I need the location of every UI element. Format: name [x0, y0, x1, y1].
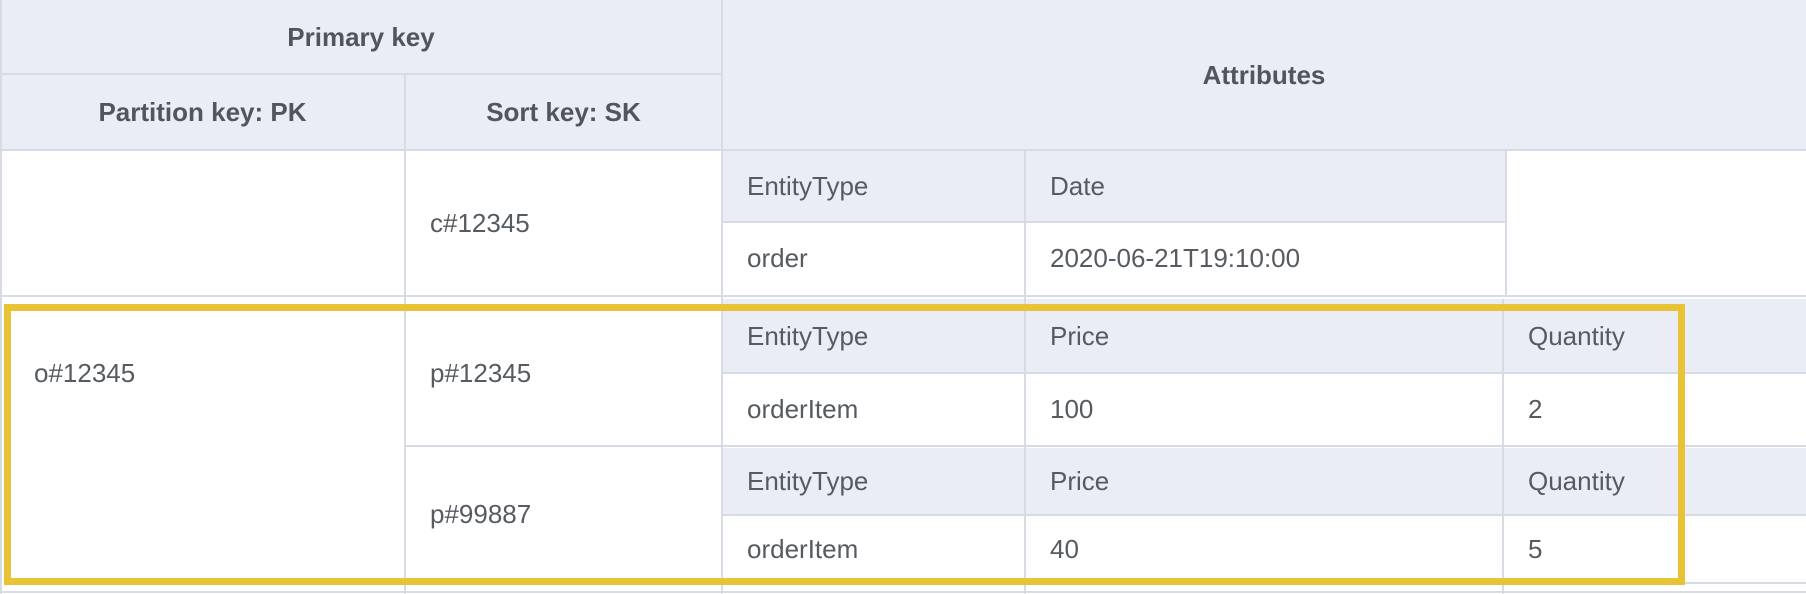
sort-key-header-bg — [405, 74, 722, 150]
attr-subheader-bg-row2a — [722, 299, 1806, 373]
sort-key-cell: p#99887 — [430, 499, 532, 529]
divider — [0, 73, 722, 75]
primary-key-header: Primary key — [287, 21, 435, 52]
sort-key-header: Sort key: SK — [486, 96, 641, 127]
sort-key-cell: c#12345 — [430, 207, 530, 238]
divider — [0, 295, 1806, 297]
partition-key-header-bg — [0, 74, 405, 150]
attr-value-cell: orderItem — [747, 534, 859, 564]
attr-value-cell: order — [747, 243, 808, 273]
divider — [722, 221, 1506, 223]
divider — [0, 591, 1806, 593]
attr-header-cell: Quantity — [1528, 320, 1625, 351]
divider — [1505, 151, 1507, 295]
attr-value-cell: 2020-06-21T19:10:00 — [1050, 243, 1301, 273]
attr-header-cell: Date — [1050, 171, 1105, 201]
attr-value-cell: 5 — [1528, 534, 1543, 564]
attr-value-cell: orderItem — [747, 394, 859, 424]
attr-header-cell: Quantity — [1528, 466, 1625, 496]
attr-value-cell: 40 — [1050, 534, 1079, 564]
attr-value-cell: 2 — [1528, 394, 1543, 424]
attributes-header: Attributes — [1202, 59, 1326, 90]
divider — [405, 445, 1806, 447]
divider — [0, 0, 2, 594]
attributes-header-bg — [722, 0, 1806, 150]
attr-header-cell: EntityType — [747, 320, 869, 351]
divider — [721, 0, 723, 594]
attr-header-cell: Price — [1050, 320, 1110, 351]
sort-key-cell: p#12345 — [430, 357, 532, 388]
partition-key-header: Partition key: PK — [98, 96, 307, 127]
divider — [0, 149, 1806, 151]
attr-subheader-bg-row2b — [722, 448, 1806, 515]
divider — [404, 74, 406, 594]
attr-subheader-bg-row1 — [722, 151, 1506, 222]
divider — [722, 514, 1806, 516]
attr-header-cell: EntityType — [747, 171, 869, 201]
divider — [722, 372, 1806, 374]
highlight-box — [4, 304, 1685, 585]
primary-key-header-bg — [0, 0, 722, 74]
attr-value-cell: 100 — [1050, 394, 1094, 424]
attr-header-cell: Price — [1050, 466, 1110, 496]
attr-header-cell: EntityType — [747, 466, 869, 496]
partition-key-cell: o#12345 — [34, 357, 136, 388]
